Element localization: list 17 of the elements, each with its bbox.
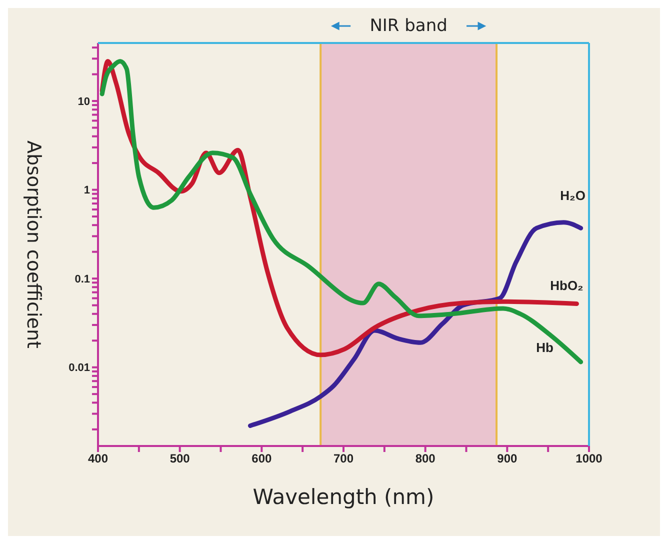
- x-tick-label: 600: [252, 452, 272, 466]
- y-axis-title: Absorption coefficient: [22, 140, 44, 348]
- series-label: H₂O: [560, 188, 586, 204]
- series-label: Hb: [536, 340, 554, 355]
- x-tick-label: 800: [415, 452, 436, 466]
- x-tick-label: 500: [170, 452, 190, 466]
- x-axis-title: Wavelength (nm): [252, 485, 434, 509]
- x-tick-label: 1000: [576, 452, 603, 466]
- y-tick-label: 10: [78, 96, 90, 108]
- x-tick-label: 400: [88, 452, 108, 466]
- x-tick-label: 700: [333, 452, 354, 466]
- series-label: HbO₂: [550, 278, 584, 293]
- band-label: NIR band: [370, 16, 448, 36]
- y-tick-label: 1: [84, 184, 90, 197]
- x-tick-label: 900: [497, 452, 518, 466]
- y-tick-label: 0.01: [68, 362, 90, 374]
- y-tick-label: 0.1: [74, 273, 90, 286]
